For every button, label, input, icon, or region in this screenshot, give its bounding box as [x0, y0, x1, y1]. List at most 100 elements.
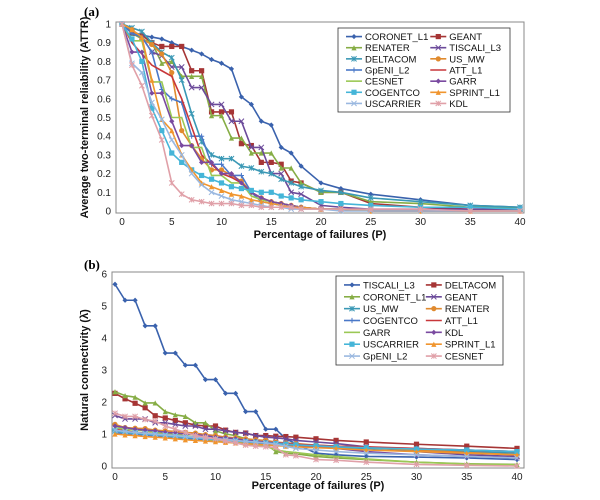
data-point [514, 449, 520, 455]
data-point [278, 170, 285, 177]
legend-item: TISCALI_L3 [430, 43, 501, 54]
data-point [122, 425, 128, 431]
x-tick-label: 5 [162, 472, 168, 483]
data-point [172, 412, 178, 418]
data-point [268, 189, 274, 195]
legend-box [335, 275, 504, 366]
data-point [149, 90, 155, 96]
data-point [159, 51, 165, 57]
legend-label: SPRINT_L1 [445, 340, 496, 351]
data-point [152, 428, 158, 434]
data-point [149, 77, 155, 83]
data-point [168, 136, 175, 143]
legend-label: TISCALI_L3 [449, 43, 501, 54]
legend-item: COGENTCO [344, 316, 418, 327]
legend-label: GARR [449, 77, 477, 88]
data-point [202, 438, 209, 444]
data-point [318, 199, 324, 205]
y-tick-label: 0.1 [97, 188, 111, 199]
data-point [292, 452, 299, 459]
legend-label: ATT_L1 [449, 66, 482, 77]
data-point [218, 193, 225, 199]
legend-marker [430, 353, 437, 360]
legend-label: RENATER [445, 304, 490, 315]
data-point [228, 118, 235, 125]
legend-item: SPRINT_L1 [430, 88, 500, 99]
data-point [192, 432, 199, 439]
data-point [467, 208, 474, 214]
legend-marker [349, 282, 355, 288]
data-point [122, 428, 129, 435]
data-point [142, 433, 148, 440]
y-tick-label: 0.4 [97, 132, 111, 143]
data-point [148, 99, 155, 106]
data-point [238, 193, 244, 199]
data-point [129, 49, 135, 55]
data-point [233, 390, 239, 396]
data-point [258, 195, 264, 201]
x-axis-label: Percentage of failures (P) [254, 229, 387, 241]
data-point [248, 202, 255, 209]
legend-label: CESNET [445, 352, 484, 363]
data-point [258, 168, 265, 175]
x-tick-label: 10 [216, 217, 228, 228]
data-point [464, 447, 470, 453]
data-point [337, 189, 344, 196]
data-point [278, 193, 284, 199]
data-point [258, 189, 264, 195]
data-point [238, 135, 244, 141]
data-point [169, 96, 175, 102]
data-point [178, 191, 185, 198]
y-tick-label: 0.2 [97, 169, 111, 180]
data-point [278, 176, 285, 183]
data-point [148, 112, 155, 119]
data-point [232, 440, 239, 446]
data-point [272, 444, 279, 451]
legend-label: ATT_L1 [445, 316, 478, 327]
data-point [149, 105, 155, 111]
data-point [149, 49, 155, 55]
legend-marker [431, 282, 437, 288]
data-point [218, 200, 225, 207]
data-point [368, 191, 374, 197]
x-axis-label: Percentage of failures (P) [252, 480, 385, 492]
data-point [243, 409, 249, 415]
data-point [172, 426, 179, 433]
legend-item: ATT_L1 [425, 316, 478, 327]
y-tick-label: 1 [105, 20, 111, 31]
legend-item: US_MW [344, 304, 398, 315]
legend-item: GEANT [430, 32, 482, 43]
legend-item: GpENI_L2 [344, 352, 407, 363]
data-point [168, 179, 175, 186]
data-point [268, 170, 275, 177]
data-point [142, 323, 148, 329]
data-point [178, 151, 185, 158]
data-point [178, 77, 185, 84]
data-point [313, 447, 319, 453]
legend-item: CESNET [425, 352, 484, 363]
data-point [199, 159, 205, 165]
data-point [162, 350, 168, 356]
legend-item: SPRINT_L1 [425, 340, 496, 351]
legend-label: US_MW [449, 54, 484, 65]
legend-item: RENATER [425, 304, 490, 315]
data-point [263, 433, 269, 439]
data-point [288, 204, 295, 211]
data-point [142, 405, 148, 411]
data-point [292, 445, 299, 452]
data-point [199, 51, 205, 57]
data-point [208, 159, 215, 165]
data-point [198, 198, 205, 205]
data-point [198, 84, 205, 91]
data-point [188, 110, 195, 117]
data-point [182, 437, 188, 443]
legend-label: GpENI_L2 [363, 352, 407, 363]
data-point [162, 432, 169, 438]
y-axis-label: Natural connectivity (λ̄) [79, 309, 91, 431]
legend-marker [431, 329, 437, 335]
legend-marker [435, 44, 442, 51]
y-tick-label: 5 [101, 302, 107, 313]
data-point [208, 113, 215, 119]
legend-marker [351, 55, 357, 62]
